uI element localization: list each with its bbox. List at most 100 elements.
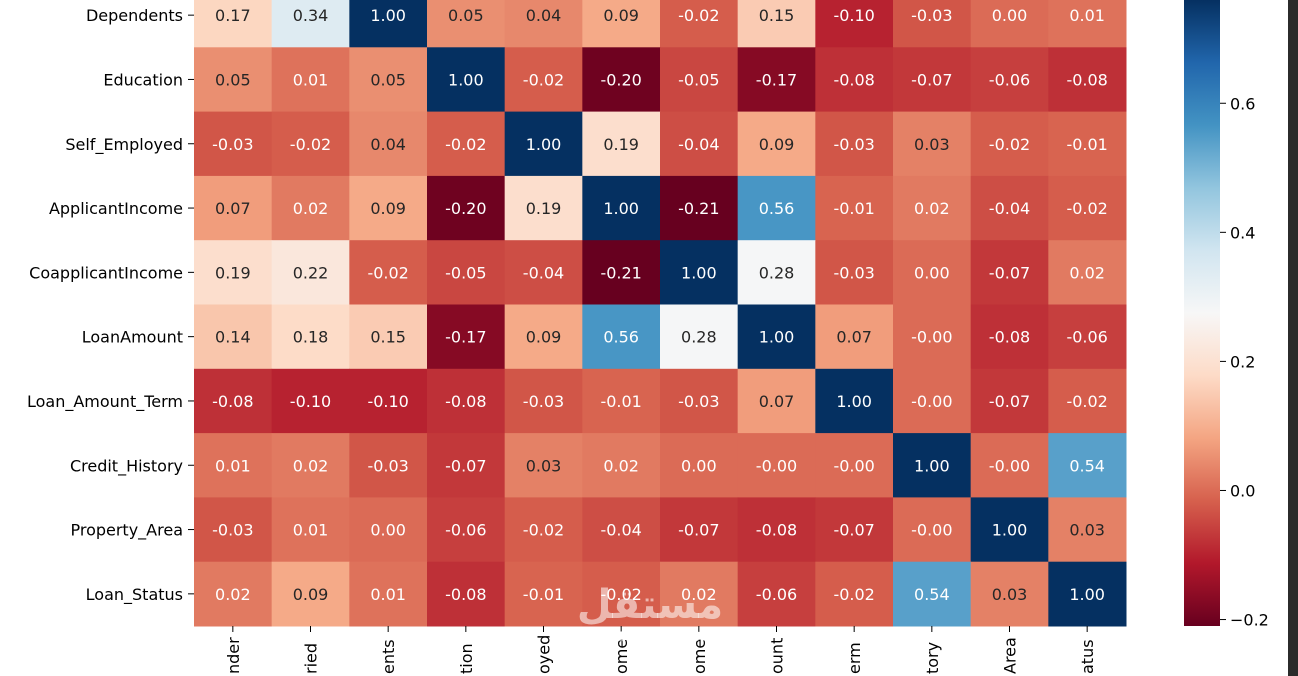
heatmap-cell-value: 0.56 — [759, 199, 795, 218]
heatmap-cell-value: 0.28 — [681, 328, 717, 347]
heatmap-cell-value: 0.05 — [215, 70, 251, 89]
heatmap-cell-value: -0.05 — [678, 70, 719, 89]
heatmap-cell-value: -0.00 — [756, 456, 797, 475]
x-tick-label: tion — [457, 643, 476, 674]
heatmap-cell-value: -0.04 — [600, 521, 641, 540]
x-tick-label: Area — [1001, 637, 1020, 674]
heatmap-cell — [271, 433, 350, 498]
heatmap-cell-value: 1.00 — [681, 263, 717, 282]
heatmap-cell-value: 0.02 — [681, 585, 717, 604]
heatmap-cell — [504, 368, 583, 434]
heatmap-cell — [349, 304, 428, 370]
heatmap-cell-value: -0.02 — [989, 135, 1030, 154]
heatmap-cell — [582, 111, 661, 177]
heatmap-cell — [271, 111, 350, 177]
heatmap-cell-value: 0.01 — [370, 585, 406, 604]
heatmap-cell-value: -0.20 — [445, 199, 486, 218]
heatmap-cell — [893, 47, 972, 113]
heatmap-cell — [271, 47, 350, 113]
heatmap-cell — [1048, 111, 1127, 177]
heatmap-cell — [815, 368, 894, 434]
heatmap-cell-value: 0.09 — [370, 199, 406, 218]
heatmap-cell-value: -0.07 — [445, 456, 486, 475]
heatmap-cell — [427, 304, 506, 370]
heatmap-cell-value: 1.00 — [836, 392, 872, 411]
x-tick-label: ount — [768, 638, 787, 674]
heatmap-cell — [349, 111, 428, 177]
heatmap-cell — [349, 561, 428, 627]
heatmap-cell-value: -0.08 — [1066, 70, 1107, 89]
x-tick-label: oyed — [535, 635, 554, 674]
heatmap-cell — [737, 433, 816, 498]
heatmap-cell — [582, 561, 661, 627]
heatmap-cell — [815, 240, 894, 305]
heatmap-cell — [349, 47, 428, 113]
heatmap-cell — [194, 47, 273, 113]
heatmap-cell-value: 0.09 — [759, 135, 795, 154]
x-tick-label: ents — [379, 639, 398, 674]
heatmap-cell — [970, 368, 1049, 434]
heatmap-cell-value: -0.20 — [600, 70, 641, 89]
heatmap-cell — [349, 0, 428, 48]
heatmap-cell — [1048, 433, 1127, 498]
heatmap-cell-value: -0.04 — [989, 199, 1030, 218]
heatmap-cell-value: -0.08 — [445, 392, 486, 411]
heatmap-cell-value: 0.09 — [526, 328, 562, 347]
heatmap-cell — [893, 0, 972, 48]
heatmap-cell-value: 1.00 — [1069, 585, 1105, 604]
heatmap-cell — [1048, 368, 1127, 434]
heatmap-cell-value: -0.06 — [989, 70, 1030, 89]
heatmap-cell — [970, 47, 1049, 113]
y-axis-tick-labels: Dependents Education Self_Employed Applican… — [27, 6, 194, 605]
heatmap-cell — [582, 0, 661, 48]
heatmap-cell-value: -0.08 — [212, 392, 253, 411]
heatmap-cell-value: -0.03 — [911, 6, 952, 25]
heatmap-cell-value: 1.00 — [759, 328, 795, 347]
heatmap-cell-value: -0.07 — [833, 521, 874, 540]
heatmap-cell-value: -0.03 — [212, 135, 253, 154]
heatmap-cell-value: 0.02 — [293, 456, 329, 475]
heatmap-cell — [815, 111, 894, 177]
heatmap-cell-value: 0.09 — [603, 6, 639, 25]
heatmap-cell — [737, 175, 816, 241]
heatmap-cell — [427, 0, 506, 48]
heatmap-cell-value: -0.01 — [600, 392, 641, 411]
heatmap-cell-value: 0.15 — [370, 328, 406, 347]
heatmap-cell-value: -0.03 — [212, 521, 253, 540]
heatmap-cell — [504, 0, 583, 48]
heatmap-cell — [504, 497, 583, 563]
heatmap-cell — [349, 175, 428, 241]
heatmap-cell-value: 0.00 — [914, 263, 950, 282]
heatmap-cell-value: -0.02 — [600, 585, 641, 604]
heatmap-cell-value: 0.28 — [759, 263, 795, 282]
heatmap-cell-value: 0.03 — [1069, 521, 1105, 540]
heatmap-cell — [427, 240, 506, 305]
heatmap-cell — [1048, 561, 1127, 627]
heatmap-cell — [970, 561, 1049, 627]
heatmap-cell-value: -0.07 — [989, 263, 1030, 282]
heatmap-cell — [427, 561, 506, 627]
colorbar-tick-label: −0.2 — [1230, 611, 1269, 630]
heatmap-cell — [815, 561, 894, 627]
x-tick-label: nder — [224, 637, 243, 674]
heatmap-cell-value: -0.00 — [833, 456, 874, 475]
heatmap-cell — [660, 0, 739, 48]
heatmap-cell — [815, 175, 894, 241]
heatmap-cell — [194, 0, 273, 48]
heatmap-cell-value: -0.02 — [523, 521, 564, 540]
heatmap-cell — [1048, 0, 1127, 48]
heatmap-cell — [660, 175, 739, 241]
heatmap-cell — [504, 175, 583, 241]
heatmap-cell — [1048, 47, 1127, 113]
heatmap-cell-value: -0.07 — [989, 392, 1030, 411]
y-tick-label: Self_Employed — [65, 135, 183, 155]
heatmap-cell-value: -0.03 — [678, 392, 719, 411]
heatmap-cell-value: 0.00 — [681, 456, 717, 475]
heatmap-cell-value: -0.06 — [756, 585, 797, 604]
heatmap-cell-value: 1.00 — [448, 70, 484, 89]
heatmap-cells — [194, 0, 1127, 627]
heatmap-cell-value: -0.02 — [367, 263, 408, 282]
heatmap-cell-value: 0.07 — [215, 199, 251, 218]
x-tick-label: ried — [302, 643, 321, 674]
